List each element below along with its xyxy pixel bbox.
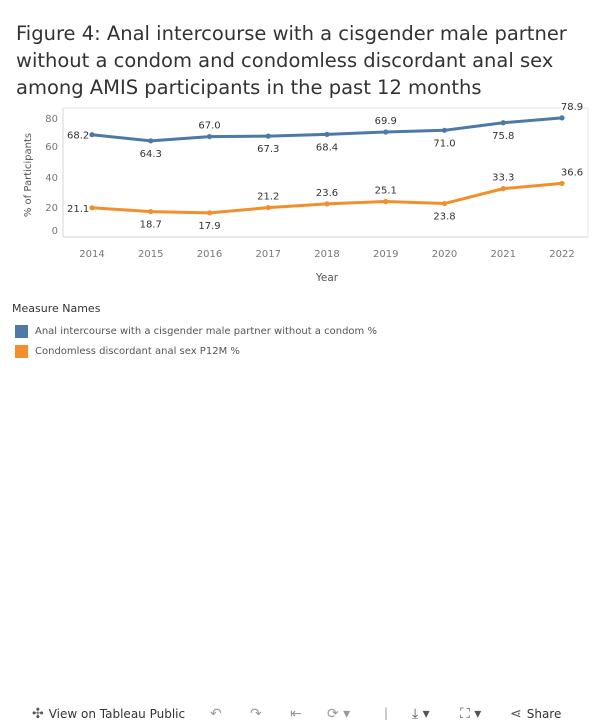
- fullscreen-button[interactable]: ⛶ ▾: [460, 706, 481, 722]
- tableau-toolbar: ✣ View on Tableau Public ↶ ↷ ⇤ ⟳ ▾ | ⤓ ▾…: [0, 700, 600, 727]
- data-point: [148, 208, 154, 215]
- data-label: 18.7: [140, 220, 162, 231]
- legend-swatch-orange: [15, 344, 28, 358]
- legend-label: Condomless discordant anal sex P12M %: [35, 345, 240, 357]
- toolbar-separator: |: [384, 706, 389, 720]
- data-label: 21.1: [67, 204, 89, 215]
- data-label: 78.9: [561, 102, 583, 113]
- y-tick-label: 20: [45, 203, 58, 214]
- data-point: [265, 205, 271, 211]
- share-label: Share: [526, 707, 562, 721]
- refresh-icon: ⟳ ▾: [327, 706, 351, 722]
- view-on-tableau-label: View on Tableau Public: [48, 707, 186, 721]
- data-point: [500, 186, 506, 192]
- data-point: [559, 180, 565, 187]
- data-label: 25.1: [375, 186, 397, 197]
- data-label: 21.2: [257, 192, 279, 203]
- share-button[interactable]: ⋖ Share: [510, 706, 561, 722]
- revert-icon: ⇤: [290, 706, 302, 722]
- data-label: 17.9: [198, 221, 220, 232]
- legend-item-discordant-sex[interactable]: Condomless discordant anal sex P12M %: [12, 341, 377, 361]
- revert-button[interactable]: ⇤: [290, 706, 302, 722]
- x-tick-label: 2016: [197, 249, 222, 260]
- redo-icon: ↷: [250, 706, 262, 722]
- data-point: [265, 133, 271, 139]
- x-tick-label: 2014: [79, 249, 104, 260]
- legend-label: Anal intercourse with a cisgender male p…: [35, 325, 377, 337]
- data-label: 68.2: [67, 131, 89, 142]
- data-point: [206, 133, 213, 140]
- y-tick-label: 60: [45, 142, 58, 153]
- data-point: [500, 120, 506, 126]
- x-tick-label: 2020: [432, 249, 457, 260]
- share-icon: ⋖: [510, 706, 522, 722]
- chart-title: Figure 4: Anal intercourse with a cisgen…: [16, 22, 567, 99]
- redo-button[interactable]: ↷: [250, 706, 262, 722]
- refresh-button[interactable]: ⟳ ▾: [327, 706, 350, 722]
- legend-swatch-blue: [15, 324, 28, 338]
- download-icon: ⤓ ▾: [412, 706, 430, 722]
- legend-item-condomless-intercourse[interactable]: Anal intercourse with a cisgender male p…: [12, 321, 377, 341]
- data-label: 64.3: [140, 149, 162, 160]
- y-tick-label: 40: [45, 173, 58, 184]
- data-label: 68.4: [316, 142, 338, 153]
- legend-title: Measure Names: [12, 302, 101, 315]
- x-tick-label: 2022: [549, 249, 574, 260]
- data-point: [324, 201, 330, 207]
- tableau-logo-icon: ✣: [32, 706, 44, 722]
- download-button[interactable]: ⤓ ▾: [412, 706, 430, 722]
- undo-button[interactable]: ↶: [210, 706, 222, 722]
- data-label: 36.6: [561, 167, 583, 178]
- x-tick-label: 2019: [373, 249, 398, 260]
- x-axis-title: Year: [315, 272, 339, 284]
- data-label: 33.3: [492, 173, 514, 184]
- data-point: [441, 200, 448, 207]
- data-point: [559, 115, 565, 121]
- fullscreen-icon: ⛶ ▾: [460, 706, 482, 722]
- view-on-tableau-link[interactable]: ✣ View on Tableau Public: [32, 706, 185, 722]
- undo-icon: ↶: [210, 706, 222, 722]
- data-point: [148, 138, 154, 144]
- data-label: 75.8: [492, 131, 514, 142]
- y-axis-title: % of Participants: [23, 133, 34, 217]
- data-point: [89, 132, 95, 138]
- data-point: [324, 131, 330, 137]
- y-tick-label: 0: [52, 226, 58, 237]
- x-tick-label: 2015: [138, 249, 163, 260]
- legend: Measure Names Anal intercourse with a ci…: [12, 302, 377, 361]
- x-tick-label: 2017: [256, 249, 281, 260]
- data-point: [89, 205, 95, 211]
- data-label: 67.0: [198, 121, 220, 132]
- data-label: 67.3: [257, 144, 279, 155]
- data-label: 69.9: [375, 116, 397, 127]
- line-chart: 0 20 40 60 80 % of Participants 2014 2015 2016 20…: [23, 102, 589, 284]
- data-point: [383, 198, 389, 205]
- data-point: [383, 129, 389, 135]
- data-point: [441, 127, 448, 133]
- x-tick-label: 2021: [491, 249, 516, 260]
- data-point: [206, 210, 213, 216]
- x-tick-label: 2018: [314, 249, 339, 260]
- data-label: 71.0: [433, 138, 455, 149]
- data-label: 23.8: [433, 212, 455, 223]
- data-label: 23.6: [316, 188, 338, 199]
- y-tick-label: 80: [45, 114, 58, 125]
